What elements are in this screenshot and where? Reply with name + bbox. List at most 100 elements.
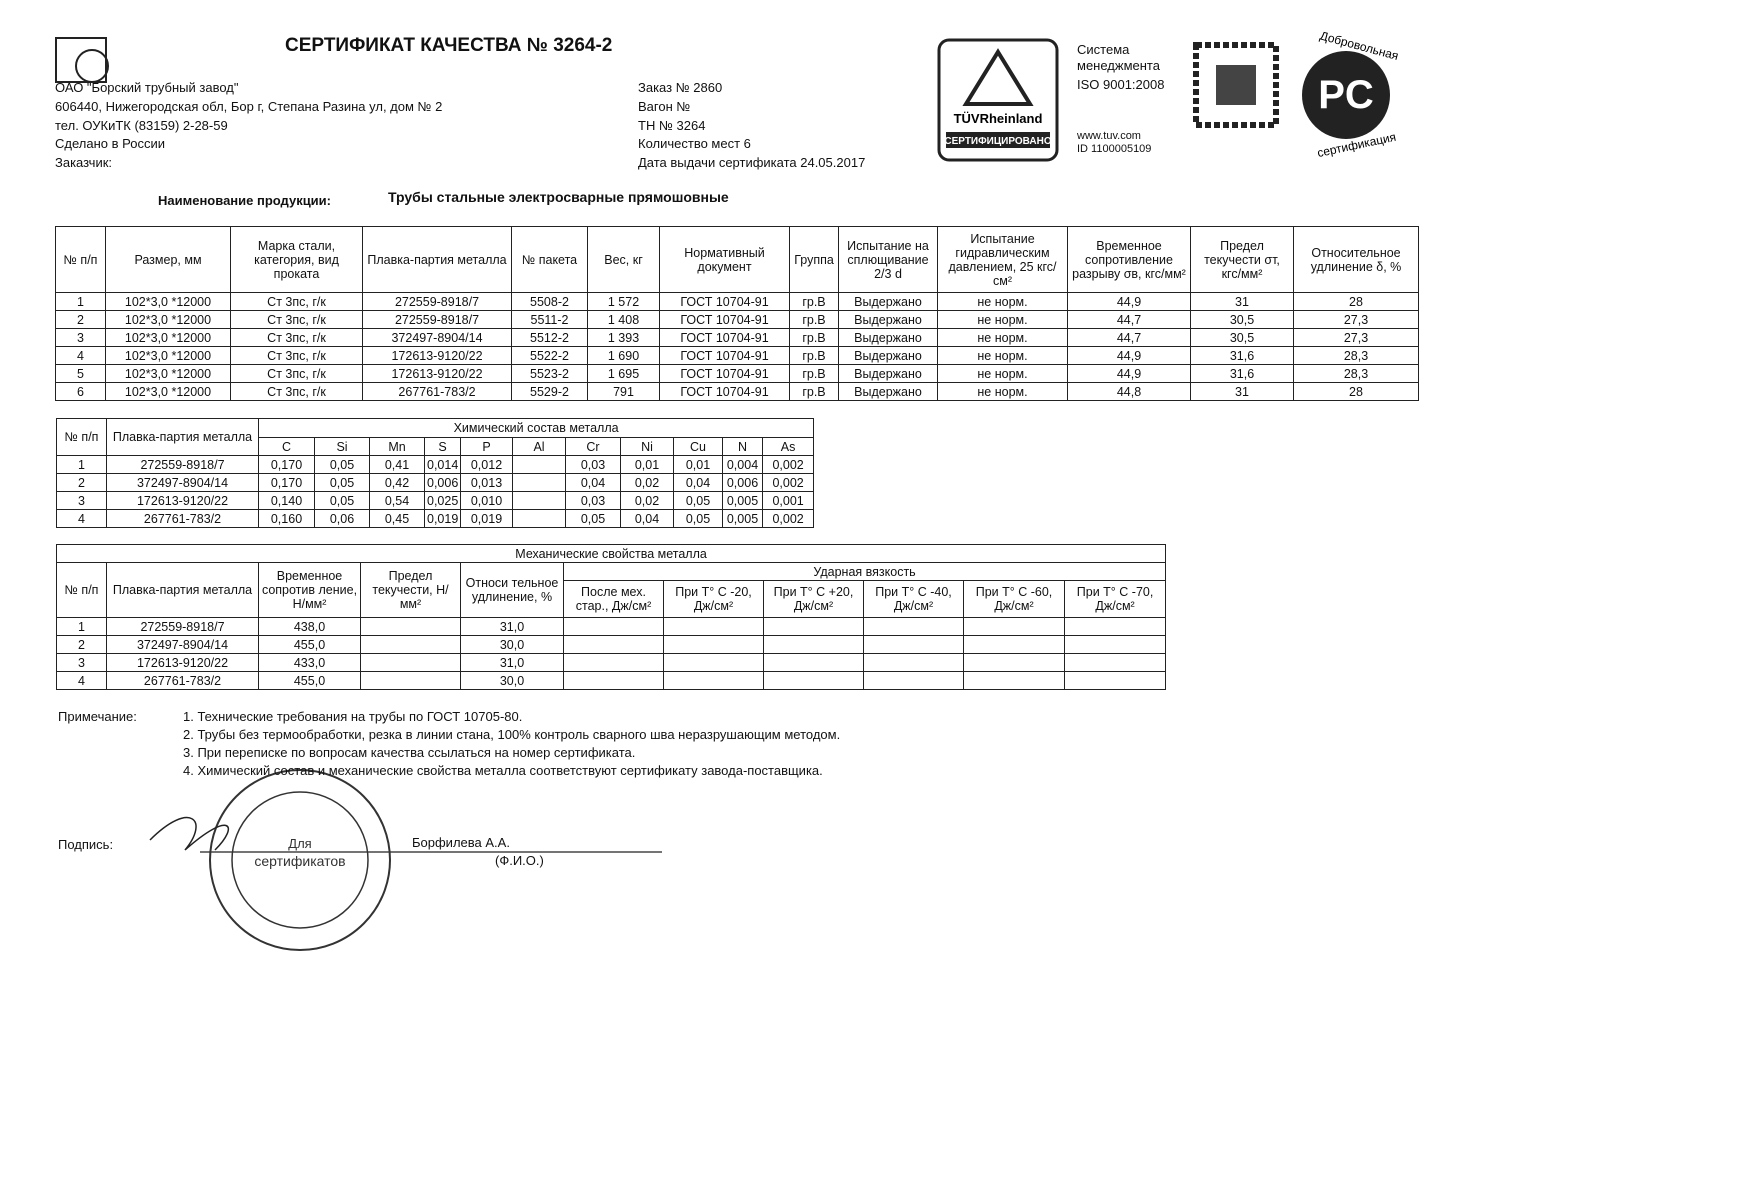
cell: Относи тельное удлинение, % bbox=[460, 562, 564, 618]
cell: 3 bbox=[56, 653, 107, 672]
cell: 0,160 bbox=[258, 509, 315, 528]
cell: N bbox=[722, 437, 763, 456]
cell: 2 bbox=[56, 473, 107, 492]
cell: 44,9 bbox=[1067, 346, 1191, 365]
cell: гр.В bbox=[789, 382, 839, 401]
company-line: 606440, Нижегородская обл, Бор г, Степан… bbox=[55, 99, 443, 114]
order-line: Количество мест 6 bbox=[638, 136, 751, 151]
cell: 372497-8904/14 bbox=[106, 473, 259, 492]
order-line: ТН № 3264 bbox=[638, 118, 706, 133]
cell: 28 bbox=[1293, 292, 1419, 311]
cell: 44,9 bbox=[1067, 364, 1191, 383]
cell bbox=[963, 653, 1065, 672]
cell: 267761-783/2 bbox=[106, 671, 259, 690]
cell bbox=[663, 617, 764, 636]
cell: 30,0 bbox=[460, 635, 564, 654]
cell: не норм. bbox=[937, 328, 1068, 347]
cell bbox=[863, 635, 964, 654]
logo-ring bbox=[75, 49, 109, 83]
cell: 102*3,0 *12000 bbox=[105, 310, 231, 329]
cell: Выдержано bbox=[838, 292, 938, 311]
tuv-site: www.tuv.com bbox=[1077, 130, 1141, 142]
cell bbox=[863, 671, 964, 690]
cell: 0,41 bbox=[369, 455, 425, 474]
cell: 0,140 bbox=[258, 491, 315, 510]
cell: № пакета bbox=[511, 226, 588, 293]
cell: Механические свойства металла bbox=[55, 544, 1167, 563]
cell: 44,8 bbox=[1067, 382, 1191, 401]
cell: 0,05 bbox=[314, 455, 370, 474]
cell bbox=[563, 653, 664, 672]
cell: 0,170 bbox=[258, 473, 315, 492]
signature-scribble bbox=[149, 816, 230, 851]
cell: 0,54 bbox=[369, 491, 425, 510]
qr-code-core bbox=[1216, 65, 1256, 105]
cell: 30,0 bbox=[460, 671, 564, 690]
row: 4 267761-783/2 455,0 30,0 bbox=[56, 671, 1167, 690]
row: 1 272559-8918/7 438,0 31,0 bbox=[56, 617, 1167, 636]
cell: 455,0 bbox=[258, 671, 361, 690]
cell: 438,0 bbox=[258, 617, 361, 636]
cell: 6 bbox=[55, 382, 106, 401]
cell: 172613-9120/22 bbox=[106, 653, 259, 672]
cell: S bbox=[424, 437, 461, 456]
cell: Ст 3пс, г/к bbox=[230, 346, 363, 365]
cell: 272559-8918/7 bbox=[106, 455, 259, 474]
rst-mark: PC bbox=[1318, 73, 1374, 117]
cell: 1 bbox=[56, 617, 107, 636]
qr-code bbox=[1193, 42, 1279, 128]
cell: гр.В bbox=[789, 346, 839, 365]
cell bbox=[663, 653, 764, 672]
stamp-inner bbox=[231, 791, 369, 929]
cell: Ст 3пс, г/к bbox=[230, 382, 363, 401]
cell bbox=[763, 671, 864, 690]
cell: 0,013 bbox=[460, 473, 513, 492]
cell: При T° C -70, Дж/см² bbox=[1063, 580, 1167, 618]
cell: 1 408 bbox=[587, 310, 660, 329]
cell bbox=[863, 653, 964, 672]
cell: As bbox=[761, 437, 815, 456]
logo bbox=[55, 37, 107, 83]
cell: 0,006 bbox=[722, 473, 763, 492]
cell: ГОСТ 10704-91 bbox=[659, 292, 790, 311]
cell bbox=[512, 455, 566, 474]
cell: 31 bbox=[1190, 292, 1294, 311]
cell: 0,03 bbox=[565, 455, 621, 474]
cell: Марка стали, категория, вид проката bbox=[230, 226, 363, 293]
cell: Выдержано bbox=[838, 346, 938, 365]
cell: Группа bbox=[789, 226, 839, 293]
cell: 0,170 bbox=[258, 455, 315, 474]
cell: 0,002 bbox=[761, 473, 815, 492]
cell: Выдержано bbox=[838, 328, 938, 347]
cell: 0,04 bbox=[673, 473, 723, 492]
cell: Выдержано bbox=[838, 364, 938, 383]
cell: 0,006 bbox=[424, 473, 461, 492]
cell bbox=[563, 635, 664, 654]
tuv-stamp: СЕРТИФИЦИРОВАНО bbox=[944, 136, 1051, 147]
cell bbox=[360, 635, 461, 654]
cell: При T° C -20, Дж/см² bbox=[663, 580, 764, 618]
cell: 5512-2 bbox=[511, 328, 588, 347]
cell: При T° C -60, Дж/см² bbox=[963, 580, 1065, 618]
cell: 0,010 bbox=[460, 491, 513, 510]
cell: не норм. bbox=[937, 292, 1068, 311]
cell: не норм. bbox=[937, 364, 1068, 383]
note-item: 1. Технические требования на трубы по ГО… bbox=[183, 709, 523, 724]
cell: ГОСТ 10704-91 bbox=[659, 346, 790, 365]
cell: Ст 3пс, г/к bbox=[230, 328, 363, 347]
row: 6 102*3,0 *12000 Ст 3пс, г/к 267761-783/2 55… bbox=[55, 382, 1419, 401]
cell: C bbox=[258, 437, 315, 456]
cell bbox=[863, 617, 964, 636]
note-item: 3. При переписке по вопросам качества сс… bbox=[183, 745, 636, 760]
tuv-band bbox=[946, 132, 1050, 148]
cell bbox=[512, 491, 566, 510]
cell: При T° C -40, Дж/см² bbox=[863, 580, 964, 618]
rst-logo bbox=[1302, 51, 1390, 139]
product-table: № п/п Размер, мм Марка стали, категория, в… bbox=[55, 226, 1419, 401]
cell: 372497-8904/14 bbox=[106, 635, 259, 654]
cell: 0,005 bbox=[722, 509, 763, 528]
cell bbox=[1063, 671, 1167, 690]
cell: 0,001 bbox=[761, 491, 815, 510]
row: Механические свойства металла bbox=[55, 544, 1167, 563]
